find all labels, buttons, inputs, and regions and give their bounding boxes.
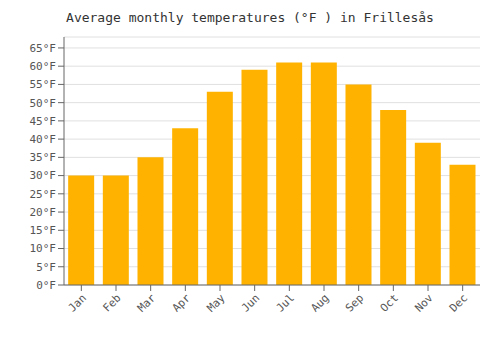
svg-text:50°F: 50°F — [30, 97, 57, 110]
svg-text:Feb: Feb — [100, 291, 123, 314]
svg-text:Oct: Oct — [378, 291, 401, 314]
svg-text:Jan: Jan — [66, 291, 89, 314]
svg-text:May: May — [204, 291, 228, 315]
svg-text:Sep: Sep — [343, 291, 366, 314]
svg-text:Aug: Aug — [308, 291, 331, 314]
svg-text:Apr: Apr — [170, 291, 194, 315]
svg-text:40°F: 40°F — [30, 133, 57, 146]
html-text:Average monthly temperatures (: Average monthly temperatures (°F ) in Fr… — [66, 10, 434, 25]
svg-text:5°F: 5°F — [36, 261, 56, 274]
svg-text:10°F: 10°F — [30, 242, 57, 255]
svg-text:Mar: Mar — [135, 291, 159, 315]
svg-text:15°F: 15°F — [30, 224, 57, 237]
svg-text:0°F: 0°F — [36, 279, 56, 292]
svg-text:35°F: 35°F — [30, 151, 57, 164]
svg-text:Jun: Jun — [239, 291, 262, 314]
svg-text:Jul: Jul — [274, 291, 297, 314]
svg-text:65°F: 65°F — [30, 42, 57, 55]
svg-text:Dec: Dec — [447, 291, 470, 314]
svg-text:45°F: 45°F — [30, 115, 57, 128]
svg-text:20°F: 20°F — [30, 206, 57, 219]
svg-text:Nov: Nov — [412, 291, 436, 315]
svg-text:60°F: 60°F — [30, 60, 57, 73]
svg-text:30°F: 30°F — [30, 169, 57, 182]
svg-text:25°F: 25°F — [30, 188, 57, 201]
svg-text:55°F: 55°F — [30, 78, 57, 91]
